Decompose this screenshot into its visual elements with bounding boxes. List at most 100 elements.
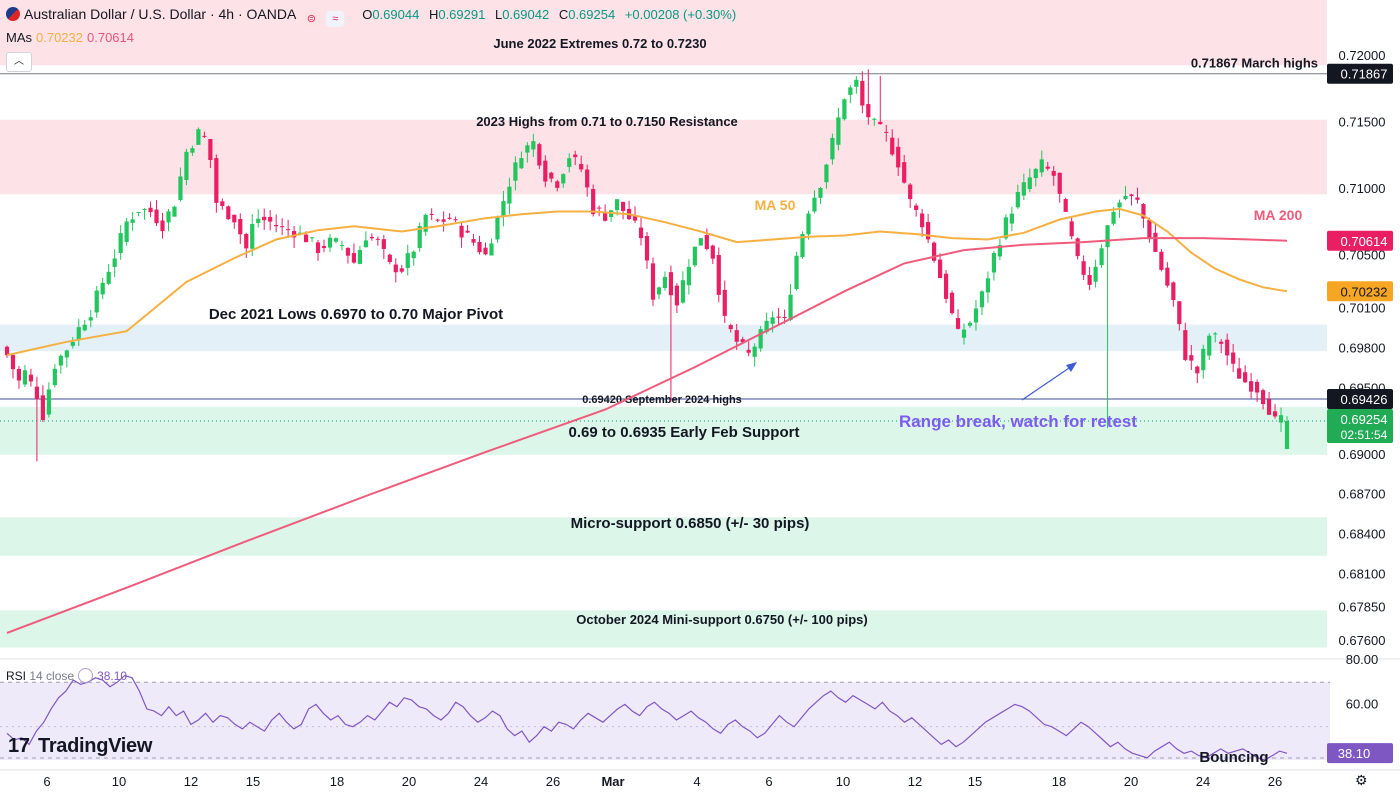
settings-gear-icon[interactable]: ⚙ xyxy=(1355,772,1368,788)
symbol-title[interactable]: Australian Dollar / U.S. Dollar · 4h · O… xyxy=(24,6,297,22)
price-tick-label: 0.68700 xyxy=(1339,487,1386,502)
candle-body xyxy=(160,220,165,232)
candle-body xyxy=(860,80,865,106)
candle-body xyxy=(190,148,195,153)
candle-body xyxy=(124,221,129,242)
candle-body xyxy=(1141,204,1146,219)
collapse-legend-button[interactable]: ︿ xyxy=(6,52,32,72)
candle-body xyxy=(1159,251,1164,270)
candle-body xyxy=(1123,195,1128,200)
data-indicator-icon[interactable]: ≈ xyxy=(326,11,345,27)
candle-body xyxy=(1260,390,1266,405)
market-status-icon[interactable]: ⊜ xyxy=(302,11,321,27)
candle-body xyxy=(489,243,494,256)
candle-body xyxy=(238,219,243,235)
zone-label: Micro-support 0.6850 (+/- 30 pips) xyxy=(571,515,810,532)
candle-body xyxy=(866,104,871,118)
candle-body xyxy=(764,320,769,332)
candle-body xyxy=(943,273,949,299)
candle-body xyxy=(10,355,16,370)
reference-line-label: 0.71867 March highs xyxy=(1191,56,1318,71)
candle-body xyxy=(698,238,703,246)
time-tick-label: 18 xyxy=(330,774,344,789)
current-price-pill xyxy=(1327,409,1393,444)
rsi-legend-label: RSI xyxy=(6,669,27,683)
price-tick-label: 0.71000 xyxy=(1339,181,1386,196)
candle-body xyxy=(734,330,739,342)
low-value: 0.69042 xyxy=(502,7,550,22)
candle-body xyxy=(824,164,829,183)
price-tick-label: 0.67600 xyxy=(1339,633,1386,648)
zone-label: 0.69 to 0.6935 Early Feb Support xyxy=(569,424,800,441)
candle-body xyxy=(513,162,518,181)
candle-body xyxy=(770,317,775,324)
candle-body xyxy=(387,254,392,263)
candle-body xyxy=(94,290,99,313)
zone-band xyxy=(0,517,1327,556)
candle-body xyxy=(1117,202,1122,208)
candle-body xyxy=(1051,170,1056,176)
candle-body xyxy=(704,235,709,250)
candle-body xyxy=(1021,182,1026,196)
candle-body xyxy=(872,118,877,120)
candle-body xyxy=(309,237,315,239)
candle-body xyxy=(280,226,285,228)
candle-body xyxy=(447,217,452,219)
ma-legend[interactable]: MAs 0.70232 0.70614 xyxy=(6,30,134,45)
zone-band xyxy=(0,324,1327,352)
candle-body xyxy=(40,395,45,420)
candle-body xyxy=(196,129,201,145)
time-tick-label: 12 xyxy=(184,774,198,789)
candle-body xyxy=(202,135,207,137)
change-value: +0.00208 (+0.30%) xyxy=(624,7,737,22)
rsi-line xyxy=(6,674,1288,761)
candle-body xyxy=(794,255,799,290)
price-tick-label: 0.72000 xyxy=(1339,48,1386,63)
candle-body xyxy=(1027,177,1032,190)
price-tick-label: 0.69000 xyxy=(1339,447,1386,462)
candle-body xyxy=(184,151,189,180)
rsi-visibility-icon[interactable] xyxy=(78,668,94,683)
candle-body xyxy=(1135,197,1140,200)
candle-body xyxy=(848,87,853,95)
candle-body xyxy=(357,250,362,264)
candle-body xyxy=(973,308,979,323)
candle-body xyxy=(620,201,626,211)
candle-body xyxy=(4,346,10,356)
candle-body xyxy=(680,280,685,303)
candle-body xyxy=(740,339,745,343)
high-value: 0.69291 xyxy=(438,7,486,22)
time-tick-label: 10 xyxy=(112,774,126,789)
candle-body xyxy=(286,229,291,231)
candle-body xyxy=(890,137,895,155)
tradingview-logo[interactable]: 17 TradingView xyxy=(8,735,152,758)
candle-body xyxy=(429,213,434,215)
candle-body xyxy=(148,207,153,213)
candle-body xyxy=(567,158,572,167)
candle-body xyxy=(650,263,656,300)
candle-body xyxy=(806,213,811,235)
candle-body xyxy=(555,181,560,188)
rsi-legend[interactable]: RSI 14 close 38.10 xyxy=(6,668,127,683)
candle-body xyxy=(614,199,620,211)
candle-body xyxy=(985,278,991,293)
candle-body xyxy=(303,234,309,243)
candle-body xyxy=(728,325,733,330)
candle-body xyxy=(914,205,919,210)
ma50-price-label: 0.70232 xyxy=(1341,284,1388,299)
price-tick-label: 0.69800 xyxy=(1339,340,1386,355)
candle-body xyxy=(256,218,261,224)
candle-body xyxy=(788,294,793,320)
rsi-legend-value: 38.10 xyxy=(97,669,128,683)
candle-body xyxy=(991,253,997,273)
time-tick-label: 18 xyxy=(1052,774,1066,789)
range-break-annotation: Range break, watch for retest xyxy=(899,412,1137,431)
candle-body xyxy=(591,188,596,215)
candle-body xyxy=(106,271,111,284)
bouncing-annotation: Bouncing xyxy=(1199,749,1268,766)
time-tick-label: 26 xyxy=(546,774,560,789)
candle-body xyxy=(58,355,63,366)
candle-body xyxy=(34,386,40,400)
candle-body xyxy=(1219,341,1224,344)
